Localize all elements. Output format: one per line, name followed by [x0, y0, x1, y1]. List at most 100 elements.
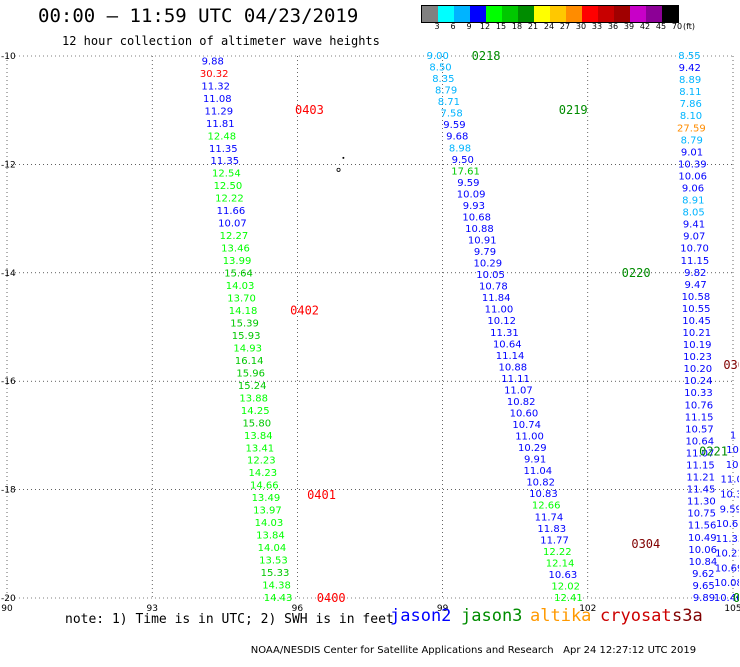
track-layer: 9.8830.3211.3211.0811.2911.8112.4811.351… — [200, 49, 740, 605]
wave-height-value: 8.79 — [435, 86, 457, 97]
wave-height-value: 11.30 — [687, 497, 716, 508]
scale-label: 33 — [591, 22, 603, 31]
wave-height-value: 10.21 — [683, 328, 712, 339]
wave-height-value: 11.14 — [496, 351, 525, 362]
wave-height-value: 11.33 — [716, 534, 740, 545]
wave-height-value: 10.70 — [680, 244, 709, 255]
wave-height-value: 10.45 — [682, 316, 711, 327]
lat-tick-label: -20 — [1, 594, 16, 604]
scale-label: 42 — [639, 22, 651, 31]
wave-height-value: 9.79 — [474, 247, 496, 258]
scale-swatch — [614, 6, 630, 22]
wave-height-value: 10.63 — [549, 570, 578, 581]
wave-height-value: 1 — [730, 430, 736, 441]
scale-label: 45 — [655, 22, 667, 31]
footer-credit: NOAA/NESDIS Center for Satellite Applica… — [238, 634, 696, 667]
wave-height-value: 10.05 — [476, 270, 505, 281]
pass-time-label: 0218 — [472, 49, 501, 63]
scale-label: 36 — [607, 22, 619, 31]
pass-time-label: 0222 — [733, 591, 740, 605]
wave-height-value: 10.29 — [518, 443, 547, 454]
wave-height-value: 15.93 — [232, 331, 261, 342]
wave-height-value: 11.15 — [685, 412, 714, 423]
scale-label: 6 — [450, 22, 456, 31]
wave-height-value: 9.65 — [693, 581, 715, 592]
wave-height-value: 9.00 — [427, 51, 449, 62]
wave-height-value: 9.93 — [463, 201, 485, 212]
wave-height-value: 11.00 — [485, 305, 514, 316]
scale-swatch — [470, 6, 486, 22]
lat-tick-label: -12 — [1, 160, 16, 170]
wave-height-value: 10 — [726, 445, 739, 456]
wave-height-value: 13.84 — [244, 431, 273, 442]
wave-height-value: 15.80 — [242, 418, 271, 429]
wave-height-value: 11.00 — [515, 432, 544, 443]
page-subtitle: 12 hour collection of altimeter wave hei… — [62, 34, 380, 48]
scale-label: 18 — [511, 22, 523, 31]
wave-height-value: 10.74 — [512, 420, 541, 431]
wave-height-value: 12.22 — [543, 547, 572, 558]
wave-height-value: 10.60 — [510, 408, 539, 419]
wave-height-value: 12.23 — [247, 456, 276, 467]
wave-height-value: 15.64 — [224, 269, 253, 280]
wave-height-value: 10.12 — [487, 316, 516, 327]
wave-height-value: 12.41 — [554, 593, 583, 604]
credit-text: NOAA/NESDIS Center for Satellite Applica… — [250, 645, 554, 656]
wave-height-value: 15.39 — [230, 318, 259, 329]
wave-height-value: 10.07 — [218, 219, 247, 230]
lat-tick-label: -14 — [1, 269, 16, 279]
scale-swatch — [454, 6, 470, 22]
wave-height-value: 11.35 — [209, 144, 238, 155]
lon-tick-label: 93 — [146, 604, 157, 614]
wave-height-value: 9.82 — [684, 268, 706, 279]
wave-height-value: 11.29 — [204, 106, 233, 117]
lat-tick-label: -16 — [1, 377, 16, 387]
lat-tick-label: -10 — [1, 52, 16, 62]
wave-height-value: 9.62 — [692, 569, 714, 580]
wave-height-value: 10.57 — [685, 424, 714, 435]
wave-height-value: 8.11 — [679, 87, 701, 98]
scale-swatch — [422, 6, 438, 22]
wave-height-value: 10 — [726, 460, 739, 471]
scale-label: 21 — [527, 22, 539, 31]
wave-height-value: 14.25 — [241, 406, 270, 417]
wave-height-value: 13.97 — [253, 506, 282, 517]
wave-height-value: 11.0 — [721, 475, 740, 486]
wave-height-value: 14.23 — [249, 468, 278, 479]
wave-height-value: 11.04 — [524, 466, 553, 477]
wave-height-value: 8.55 — [678, 51, 700, 62]
pass-time-label: 0403 — [295, 103, 324, 117]
island-mark — [342, 156, 345, 159]
wave-height-value: 9.06 — [682, 183, 704, 194]
wave-height-value: 9.41 — [683, 220, 705, 231]
pass-time-label: 0402 — [290, 304, 319, 318]
wave-height-value: 11.08 — [203, 94, 232, 105]
wave-height-value: 9.01 — [681, 147, 703, 158]
wave-height-value: 11.56 — [688, 521, 717, 532]
wave-height-value: 10.83 — [529, 489, 558, 500]
wave-height-value: 10.88 — [465, 224, 494, 235]
scale-swatch — [486, 6, 502, 22]
wave-height-value: 13.99 — [223, 256, 252, 267]
credit-timestamp: Apr 24 12:27:12 UTC 2019 — [563, 645, 697, 656]
altimeter-wave-height-map: 00:00 – 11:59 UTC 04/23/2019 12 hour col… — [1, 5, 740, 656]
wave-height-value: 10.21 — [715, 549, 740, 560]
wave-height-value: 10.55 — [682, 304, 711, 315]
wave-height-value: 13.46 — [221, 244, 250, 255]
scale-label: 27 — [559, 22, 571, 31]
page-title: 00:00 – 11:59 UTC 04/23/2019 — [38, 5, 359, 27]
wave-height-value: 10.19 — [683, 340, 712, 351]
wave-height-value: 14.03 — [255, 518, 284, 529]
scale-swatch — [582, 6, 598, 22]
wave-height-value: 9.91 — [524, 455, 546, 466]
wave-height-value: 17.61 — [451, 166, 480, 177]
wave-height-value: 9.07 — [683, 232, 705, 243]
scale-swatch — [598, 6, 614, 22]
wave-height-value: 11.32 — [201, 81, 230, 92]
satellite-s3a: s3a — [672, 606, 703, 626]
wave-height-value: 13.70 — [227, 294, 256, 305]
scale-swatch — [630, 6, 646, 22]
wave-height-value: 14.03 — [226, 281, 255, 292]
lon-tick-label: 105 — [724, 604, 740, 614]
wave-height-value: 15.24 — [238, 381, 267, 392]
